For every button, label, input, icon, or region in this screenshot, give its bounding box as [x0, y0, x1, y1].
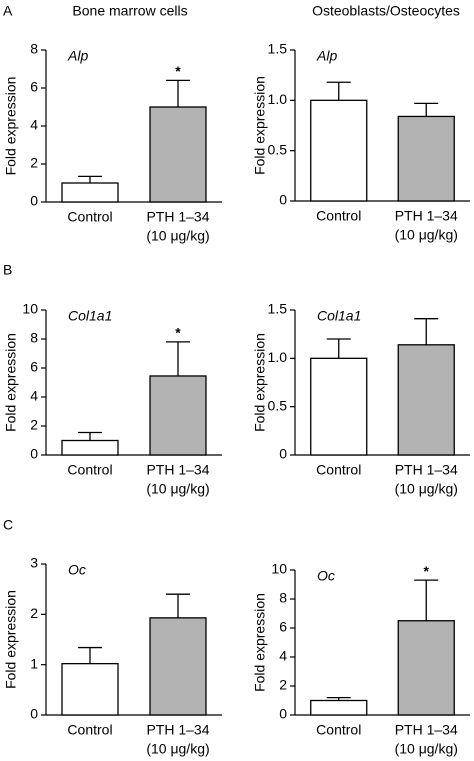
significance-label: * — [175, 325, 181, 341]
y-tick-label: 0 — [279, 706, 287, 722]
y-tick-label: 0 — [30, 193, 38, 209]
x-tick-label: Control — [316, 462, 361, 478]
y-tick-label: 2 — [30, 417, 38, 433]
y-tick-label: 4 — [30, 117, 38, 133]
y-axis-label: Fold expression — [3, 333, 19, 432]
panel-label: A — [3, 3, 13, 19]
bar — [61, 663, 119, 716]
bar — [310, 99, 368, 202]
x-tick-label: (10 μg/kg) — [395, 227, 458, 243]
bar — [149, 106, 207, 203]
x-tick-label: PTH 1–34 — [146, 462, 209, 478]
y-axis-label: Fold expression — [252, 333, 268, 432]
chart-title: Oc — [317, 568, 335, 584]
y-axis-label: Fold expression — [252, 76, 268, 175]
bar — [397, 115, 455, 202]
significance-label: * — [175, 63, 181, 79]
x-tick-label: PTH 1–34 — [395, 722, 458, 738]
y-tick-label: 4 — [279, 648, 287, 664]
y-tick-label: 1.0 — [268, 91, 288, 107]
y-axis-label: Fold expression — [252, 593, 268, 692]
y-tick-label: 8 — [30, 330, 38, 346]
x-tick-label: (10 μg/kg) — [395, 741, 458, 757]
y-tick-label: 2 — [279, 677, 287, 693]
y-tick-label: 0.5 — [268, 397, 288, 413]
x-tick-label: PTH 1–34 — [146, 209, 209, 225]
x-tick-label: Control — [67, 209, 112, 225]
bar — [61, 439, 119, 456]
chart-title: Col1a1 — [317, 308, 361, 324]
y-tick-label: 0 — [30, 446, 38, 462]
y-tick-label: 4 — [30, 388, 38, 404]
x-tick-label: (10 μg/kg) — [146, 481, 209, 497]
x-tick-label: PTH 1–34 — [395, 208, 458, 224]
bar — [149, 617, 207, 716]
x-tick-label: PTH 1–34 — [146, 722, 209, 738]
y-tick-label: 1.0 — [268, 349, 288, 365]
x-tick-label: Control — [67, 722, 112, 738]
chart-title: Oc — [68, 562, 86, 578]
y-tick-label: 2 — [30, 155, 38, 171]
x-tick-label: Control — [316, 208, 361, 224]
x-tick-label: Control — [67, 462, 112, 478]
y-tick-label: 0.5 — [268, 141, 288, 157]
y-tick-label: 6 — [279, 619, 287, 635]
y-axis-label: Fold expression — [3, 590, 19, 689]
y-tick-label: 10 — [22, 301, 38, 317]
chart-title: Alp — [67, 48, 88, 64]
y-axis-label: Fold expression — [3, 77, 19, 176]
y-tick-label: 3 — [30, 555, 38, 571]
y-tick-label: 0 — [279, 192, 287, 208]
column-title: Bone marrow cells — [72, 3, 187, 19]
y-tick-label: 1.5 — [268, 41, 288, 57]
bar — [397, 620, 455, 716]
bar — [310, 357, 368, 456]
y-tick-label: 8 — [279, 590, 287, 606]
x-tick-label: Control — [316, 722, 361, 738]
y-tick-label: 8 — [30, 41, 38, 57]
panel-label: C — [3, 517, 13, 533]
y-tick-label: 2 — [30, 605, 38, 621]
x-tick-label: (10 μg/kg) — [146, 228, 209, 244]
y-tick-label: 0 — [30, 706, 38, 722]
bar — [310, 699, 368, 716]
y-tick-label: 10 — [271, 561, 287, 577]
x-tick-label: (10 μg/kg) — [395, 481, 458, 497]
y-tick-label: 0 — [279, 446, 287, 462]
chart-title: Col1a1 — [68, 308, 112, 324]
significance-label: * — [424, 563, 430, 579]
bar — [61, 182, 119, 203]
bar — [149, 375, 207, 456]
chart-title: Alp — [316, 48, 337, 64]
y-tick-label: 1 — [30, 655, 38, 671]
y-tick-label: 1.5 — [268, 301, 288, 317]
column-title: Osteoblasts/Osteocytes — [312, 3, 460, 19]
panel-label: B — [3, 262, 12, 278]
y-tick-label: 6 — [30, 359, 38, 375]
x-tick-label: PTH 1–34 — [395, 462, 458, 478]
bar — [397, 344, 455, 456]
y-tick-label: 6 — [30, 79, 38, 95]
x-tick-label: (10 μg/kg) — [146, 741, 209, 757]
